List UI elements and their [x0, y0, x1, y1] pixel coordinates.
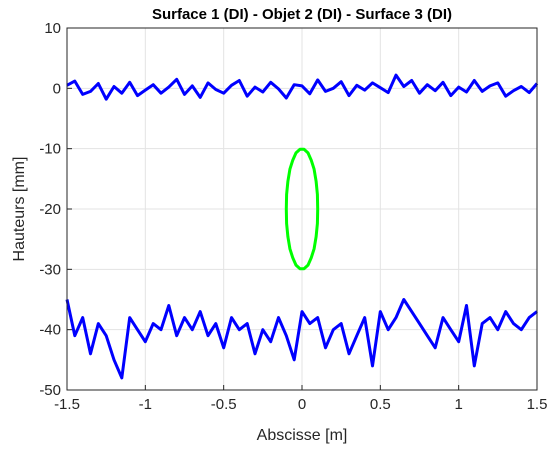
- y-tick-label: -50: [39, 382, 61, 399]
- x-tick-label: 1.5: [527, 396, 548, 413]
- grid: [66, 27, 538, 391]
- x-tick-label: -1.5: [54, 396, 80, 413]
- y-tick-label: -10: [39, 141, 61, 158]
- y-tick-label: -30: [39, 261, 61, 278]
- y-axis-label: Hauteurs [mm]: [11, 157, 28, 262]
- y-tick-label: 10: [44, 20, 61, 37]
- x-tick-label: -0.5: [211, 396, 237, 413]
- x-tick-label: 0.5: [370, 396, 391, 413]
- x-axis-label: Abscisse [m]: [257, 427, 348, 444]
- y-tick-label: 0: [53, 80, 61, 97]
- x-tick-label: -1: [139, 396, 152, 413]
- x-tick-label: 1: [454, 396, 462, 413]
- x-tick-label: 0: [298, 396, 306, 413]
- chart-title: Surface 1 (DI) - Objet 2 (DI) - Surface …: [152, 6, 452, 23]
- object-2-line: [284, 147, 320, 271]
- surface-1-line: [66, 73, 539, 101]
- surface-3-line: [65, 298, 538, 380]
- y-tick-label: -40: [39, 322, 61, 339]
- series-layer: [65, 73, 539, 380]
- y-ticks: -50 -40 -30 -20 -10 0 10: [39, 20, 72, 399]
- x-ticks: -1.5 -1 -0.5 0 0.5 1 1.5: [54, 385, 547, 413]
- y-tick-label: -20: [39, 201, 61, 218]
